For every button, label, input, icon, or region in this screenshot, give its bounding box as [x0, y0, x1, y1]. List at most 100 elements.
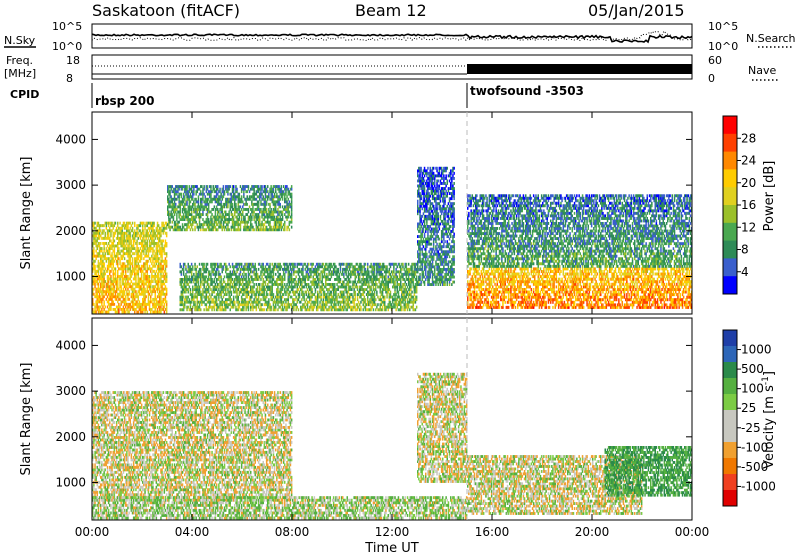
heatmap-cell-1	[231, 187, 234, 191]
heatmap-cell-2	[327, 265, 329, 269]
heatmap-cell-0	[107, 285, 110, 289]
heatmap-cell-2	[221, 283, 223, 286]
heatmap-cell-2	[282, 293, 285, 296]
heatmap-cell-0	[126, 234, 128, 238]
heatmap-cell-1	[265, 210, 268, 214]
heatmap-cell-2	[338, 280, 341, 284]
heatmap-cell-1	[284, 205, 286, 209]
heatmap-cell-1	[202, 190, 204, 194]
heatmap-cell-0	[142, 310, 144, 314]
heatmap-cell-2	[309, 275, 311, 279]
heatmap-cell-2	[215, 285, 218, 289]
heatmap-cell-0	[104, 231, 106, 235]
heatmap-cell-2	[239, 280, 242, 284]
heatmap-cell-2	[362, 278, 364, 281]
heatmap-cell-2	[373, 283, 376, 286]
heatmap-cell-1	[236, 190, 238, 194]
heatmap-cell-2	[340, 295, 343, 299]
heatmap-cell-2	[361, 265, 363, 269]
heatmap-cell-2	[332, 285, 335, 289]
heatmap-cell-0	[151, 267, 153, 271]
heatmap-cell-2	[267, 293, 269, 296]
heatmap-cell-0	[93, 221, 95, 225]
heatmap-cell-2	[272, 308, 275, 312]
heatmap-cell-2	[345, 290, 347, 294]
heatmap-cell-1	[289, 202, 292, 206]
heatmap-cell-2	[364, 298, 367, 302]
heatmap-cell-1	[209, 192, 211, 196]
heatmap-cell-2	[342, 290, 344, 294]
heatmap-cell-1	[271, 200, 273, 204]
heatmap-cell-1	[205, 223, 208, 227]
heatmap-cell-2	[235, 305, 237, 309]
heatmap-cell-2	[337, 300, 339, 304]
heatmap-cell-2	[230, 272, 233, 276]
heatmap-cell-0	[125, 295, 127, 299]
heatmap-cell-0	[159, 277, 161, 281]
heatmap-cell-0	[101, 300, 103, 304]
heatmap-cell-0	[101, 282, 103, 286]
heatmap-cell-2	[222, 295, 225, 299]
heatmap-cell-2	[284, 262, 286, 266]
heatmap-cell-1	[203, 223, 205, 227]
heatmap-cell-0	[159, 292, 161, 296]
heatmap-cell-2	[364, 308, 367, 312]
heatmap-cell-1	[209, 220, 211, 224]
heatmap-cell-2	[271, 270, 273, 274]
heatmap-cell-2	[200, 298, 202, 302]
heatmap-cell-0	[97, 272, 100, 276]
heatmap-cell-2	[338, 262, 341, 266]
heatmap-cell-0	[128, 229, 130, 233]
heatmap-cell-2	[306, 308, 309, 312]
heatmap-cell-1	[239, 228, 242, 232]
heatmap-cell-2	[263, 295, 266, 299]
heatmap-cell-2	[363, 280, 366, 284]
heatmap-cell-1	[197, 225, 200, 229]
heatmap-cell-0	[154, 252, 156, 256]
heatmap-cell-0	[126, 247, 128, 250]
heatmap-cell-1	[196, 223, 198, 227]
heatmap-cell-2	[221, 300, 223, 304]
heatmap-cell-2	[331, 308, 334, 312]
heatmap-cell-1	[169, 228, 171, 232]
heatmap-cell-2	[203, 308, 205, 312]
heatmap-cell-2	[210, 278, 212, 281]
heatmap-cell-1	[284, 208, 286, 211]
heatmap-cell-2	[207, 283, 210, 286]
heatmap-cell-1	[247, 218, 250, 221]
heatmap-cell-0	[164, 262, 167, 266]
heatmap-cell-1	[213, 197, 216, 201]
heatmap-cell-2	[364, 303, 367, 307]
heatmap-cell-1	[253, 197, 255, 201]
heatmap-cell-2	[301, 298, 303, 302]
heatmap-cell-0	[127, 239, 129, 243]
heatmap-cell-0	[105, 282, 108, 286]
heatmap-cell-0	[165, 221, 168, 225]
heatmap-cell-2	[375, 262, 377, 266]
heatmap-cell-0	[147, 277, 150, 281]
heatmap-cell-0	[130, 224, 133, 228]
heatmap-cell-2	[331, 300, 334, 304]
heatmap-cell-0	[106, 249, 109, 253]
heatmap-cell-2	[298, 275, 301, 279]
heatmap-cell-1	[264, 205, 267, 209]
heatmap-cell-2	[347, 278, 350, 281]
heatmap-cell-0	[162, 280, 164, 283]
heatmap-cell-1	[203, 220, 205, 224]
heatmap-cell-0	[96, 292, 98, 296]
heatmap-cell-0	[143, 285, 145, 289]
heatmap-cell-1	[181, 228, 184, 232]
heatmap-cell-2	[294, 298, 296, 302]
heatmap-cell-2	[348, 280, 351, 284]
heatmap-cell-1	[207, 197, 210, 201]
heatmap-cell-2	[377, 270, 379, 274]
heatmap-cell-0	[92, 277, 94, 281]
heatmap-cell-1	[263, 200, 266, 204]
freq-tick-top: 18	[66, 54, 80, 67]
heatmap-cell-0	[163, 262, 166, 266]
heatmap-cell-0	[152, 231, 154, 235]
heatmap-cell-2	[244, 272, 246, 276]
heatmap-cell-2	[243, 300, 245, 304]
heatmap-cell-1	[279, 202, 281, 206]
heatmap-cell-2	[228, 295, 230, 299]
